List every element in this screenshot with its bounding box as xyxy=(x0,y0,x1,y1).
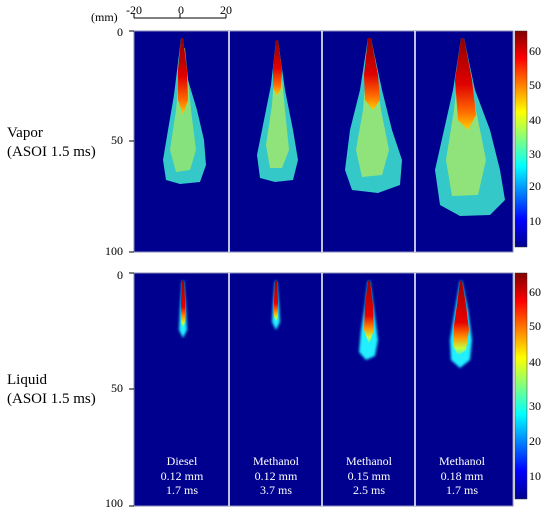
vapor-y-tick-100: 100 xyxy=(105,244,123,258)
case-2-diameter: 0.12 mm xyxy=(254,468,298,483)
liquid-plume-methanol-018 xyxy=(450,281,472,368)
x-tick-neg20: -20 xyxy=(126,3,142,17)
cbar2-tick-50: 50 xyxy=(529,319,541,333)
liquid-label-timing: (ASOI 1.5 ms) xyxy=(7,391,96,407)
liquid-y-tick-0: 0 xyxy=(117,268,123,282)
liquid-y-tick-100: 100 xyxy=(105,496,123,510)
vapor-y-tick-50: 50 xyxy=(111,133,123,147)
case-caption-3: Methanol 0.15 mm 2.5 ms xyxy=(324,454,414,498)
cbar2-tick-30: 30 xyxy=(529,399,541,413)
cbar2-tick-20: 20 xyxy=(529,434,541,448)
cbar1-tick-10: 10 xyxy=(529,214,541,228)
axis-tick-marks xyxy=(129,14,227,507)
cbar2-tick-10: 10 xyxy=(529,469,541,483)
vapor-y-tick-0: 0 xyxy=(117,25,123,39)
vapor-plume-diesel xyxy=(163,38,206,184)
case-4-fuel: Methanol xyxy=(439,454,485,468)
case-caption-2: Methanol 0.12 mm 3.7 ms xyxy=(231,454,321,498)
case-1-duration: 1.7 ms xyxy=(165,483,198,497)
cbar2-tick-60: 60 xyxy=(529,285,541,299)
case-2-duration: 3.7 ms xyxy=(259,483,292,497)
case-4-diameter: 0.18 mm xyxy=(440,468,484,483)
case-caption-4: Methanol 0.18 mm 1.7 ms xyxy=(417,454,507,498)
cbar1-tick-60: 60 xyxy=(529,44,541,58)
vapor-plume-methanol-015 xyxy=(345,38,402,193)
liquid-plume-methanol-015 xyxy=(359,281,378,360)
liquid-colorbar xyxy=(514,272,528,500)
case-3-duration: 2.5 ms xyxy=(352,483,385,497)
cbar1-tick-50: 50 xyxy=(529,78,541,92)
vapor-label-timing: (ASOI 1.5 ms) xyxy=(7,144,96,160)
vapor-plume-methanol-012 xyxy=(257,40,298,182)
case-4-duration: 1.7 ms xyxy=(445,483,478,497)
liquid-y-tick-50: 50 xyxy=(111,381,123,395)
case-caption-1: Diesel 0.12 mm 1.7 ms xyxy=(137,454,227,498)
x-tick-20: 20 xyxy=(220,3,232,17)
liquid-plume-methanol-012 xyxy=(272,281,280,330)
vapor-label-title: Vapor xyxy=(7,125,43,141)
case-3-fuel: Methanol xyxy=(346,454,392,468)
case-1-fuel: Diesel xyxy=(166,454,198,468)
vapor-plume-methanol-018 xyxy=(435,38,505,216)
liquid-label-title: Liquid xyxy=(7,372,47,388)
vapor-colorbar xyxy=(514,30,528,248)
vapor-row-label: Vapor (ASOI 1.5 ms) xyxy=(7,124,96,162)
cbar1-tick-20: 20 xyxy=(529,179,541,193)
case-3-diameter: 0.15 mm xyxy=(347,468,391,483)
x-axis-unit: (mm) xyxy=(91,10,118,24)
liquid-row-label: Liquid (ASOI 1.5 ms) xyxy=(7,371,96,409)
cbar1-tick-30: 30 xyxy=(529,147,541,161)
liquid-plume-diesel xyxy=(179,281,187,338)
panel-dividers xyxy=(228,31,416,506)
case-1-diameter: 0.12 mm xyxy=(160,468,204,483)
case-2-fuel: Methanol xyxy=(253,454,299,468)
x-tick-0: 0 xyxy=(178,3,184,17)
cbar1-tick-40: 40 xyxy=(529,113,541,127)
cbar2-tick-40: 40 xyxy=(529,355,541,369)
